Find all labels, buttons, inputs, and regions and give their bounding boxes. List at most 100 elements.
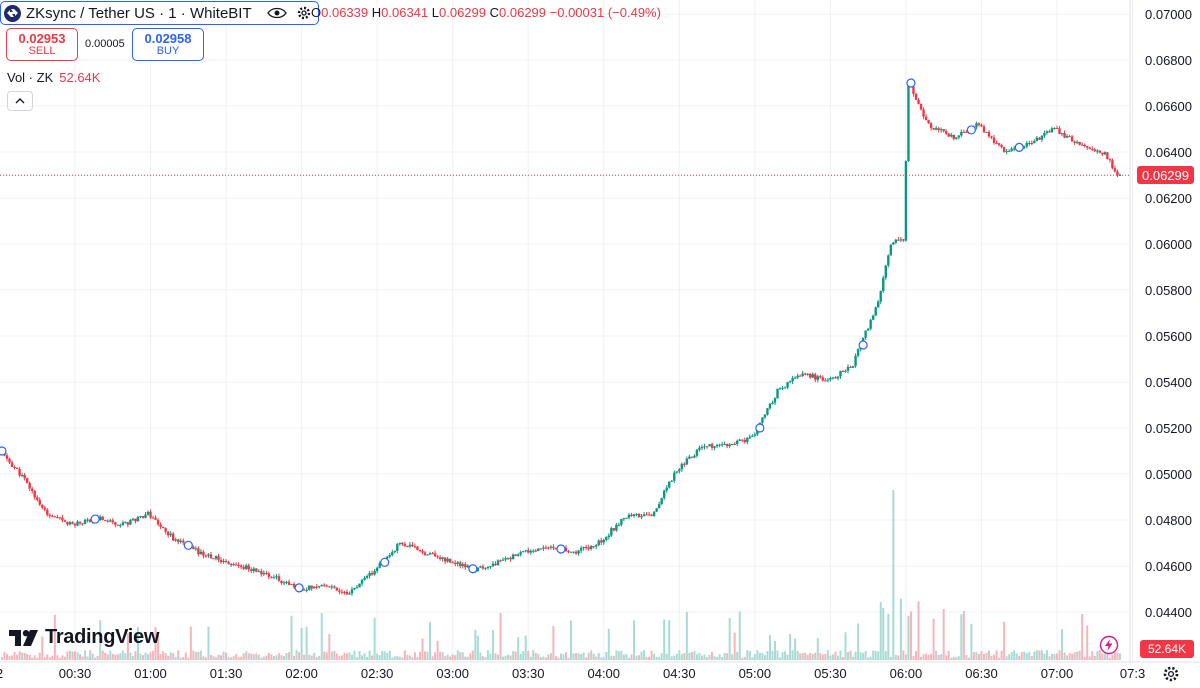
candle-up [854, 355, 857, 367]
eye-icon[interactable] [266, 7, 287, 19]
volume-bar [136, 627, 139, 660]
candle-down [509, 557, 512, 560]
candle-down [733, 444, 736, 446]
volume-bar [695, 654, 698, 660]
time-tick-label: 03:30 [512, 666, 545, 681]
volume-bar [209, 655, 212, 660]
volume-bar [829, 655, 832, 660]
candle-up [985, 131, 988, 133]
settings-icon[interactable] [1162, 665, 1180, 683]
candle-down [255, 568, 258, 572]
candle-up [713, 446, 716, 448]
candle-up [199, 551, 203, 555]
candle-up [622, 518, 626, 520]
candle-up [350, 589, 354, 594]
spread-value: 0.00005 [85, 38, 125, 50]
sell-button[interactable]: 0.02953 SELL [6, 28, 78, 61]
volume-bar [89, 650, 92, 660]
volume-bar [139, 653, 142, 660]
candle-up [776, 388, 779, 399]
volume-bar [33, 655, 36, 660]
volume-bar [612, 655, 615, 660]
candle-down [897, 239, 900, 241]
candle-up [748, 436, 752, 439]
candle-down [1083, 145, 1086, 147]
candle-up [1065, 136, 1069, 138]
candle-up [698, 447, 701, 450]
volume-bar [446, 654, 449, 660]
volume-bar [371, 655, 374, 660]
candle-down [177, 539, 180, 543]
time-tick-label: 2 [0, 666, 3, 681]
symbol-legend[interactable]: ZKsync / Tether US · 1 · WhiteBIT [0, 1, 319, 25]
candle-down [114, 522, 117, 525]
volume-bar [144, 652, 147, 660]
volume-bar [237, 657, 240, 660]
candle-down [494, 563, 497, 566]
volume-bar [565, 652, 567, 660]
volume-bar [282, 656, 285, 660]
candle-down [33, 491, 36, 498]
volume-bar [149, 652, 152, 660]
volume-bar [333, 650, 336, 660]
volume-bar [627, 657, 630, 660]
collapse-legend-button[interactable] [7, 91, 33, 111]
volume-bar [869, 656, 872, 660]
volume-legend[interactable]: Vol · ZK 52.64K [7, 70, 100, 85]
candle-up [635, 513, 638, 515]
volume-bar [1096, 651, 1099, 660]
volume-bar [746, 650, 749, 660]
candle-down [323, 584, 326, 586]
candle-up [360, 579, 364, 584]
volume-bar [484, 657, 487, 660]
candle-down [650, 514, 653, 516]
candle-down [534, 550, 537, 552]
volume-bar [920, 656, 923, 660]
volume-bar [489, 653, 492, 660]
tradingview-logo[interactable]: TradingView [9, 626, 159, 649]
candle-down [849, 366, 852, 368]
volume-bar [554, 656, 557, 660]
candle-down [172, 533, 175, 541]
volume-bar [1025, 653, 1028, 660]
candle-down [247, 565, 250, 570]
volume-bar [245, 651, 248, 660]
volume-bar [250, 653, 253, 660]
candle-down [1030, 142, 1034, 144]
price-tick-label: 0.05400 [1145, 375, 1192, 390]
volume-bar [859, 652, 862, 660]
volume-bar [1066, 655, 1069, 660]
volume-bar [947, 650, 950, 660]
volume-bar [356, 657, 359, 660]
candle-up [907, 85, 910, 162]
candle-up [129, 519, 132, 525]
candle-up [307, 585, 311, 590]
candle-down [406, 545, 409, 547]
candle-down [182, 540, 185, 543]
candle-up [456, 562, 459, 564]
candle-down [819, 376, 822, 378]
volume-bar [222, 651, 225, 660]
volume-bar [53, 614, 56, 660]
candle-up [783, 387, 787, 389]
symbol-title[interactable]: ZKsync / Tether US · 1 · WhiteBIT [26, 4, 252, 22]
buy-button[interactable]: 0.02958 BUY [132, 28, 204, 61]
time-tick-label: 07:00 [1041, 666, 1074, 681]
candle-up [874, 307, 877, 316]
candle-down [202, 551, 205, 556]
time-axis[interactable]: 2 00:30 01:00 01:30 02:00 02:30 03:00 03:30 04:0… [0, 666, 1145, 681]
volume-bar [48, 657, 51, 660]
lightning-icon[interactable] [1099, 635, 1119, 655]
volume-bar [814, 652, 817, 660]
gear-icon[interactable] [296, 5, 312, 21]
candle-down [600, 540, 603, 543]
price-axis[interactable]: 0.04400 0.04600 0.04800 0.05000 0.05200 0.054… [1145, 7, 1192, 620]
volume-bar [726, 653, 729, 660]
volume-bar [935, 650, 938, 660]
candle-up [1075, 141, 1079, 143]
candle-down [219, 559, 223, 563]
volume-bar [645, 656, 648, 660]
candle-up [375, 567, 379, 572]
candle-down [78, 521, 82, 524]
